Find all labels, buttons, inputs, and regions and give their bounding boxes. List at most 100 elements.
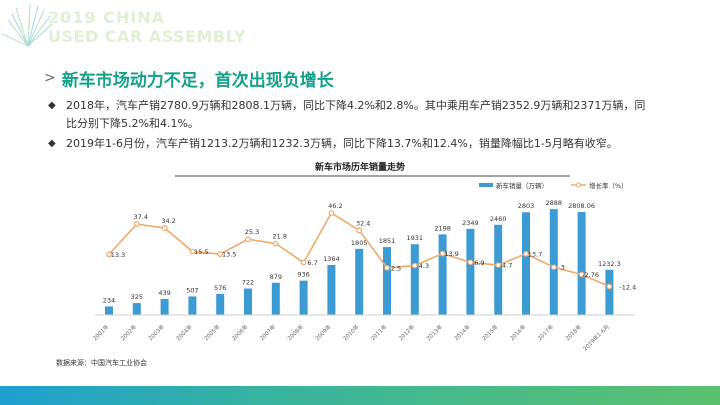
growth-point [495,262,502,268]
legend-bar-label: 新车销量（万辆） [496,181,548,190]
growth-value-label: 15.5 [194,248,208,256]
sales-bar [494,224,503,315]
x-tick-label: 2010年 [341,322,361,342]
growth-point [161,225,168,231]
title-row: > 新车市场动力不足，首次出现负增长 [44,66,334,91]
sales-bar [188,296,197,315]
growth-point [606,283,613,290]
growth-value-label: -12.4 [619,284,636,292]
sales-bar [522,212,530,315]
bar-value-label: 1364 [323,255,340,263]
bar-value-label: 879 [270,273,282,281]
bar-value-label: 2803 [518,202,535,210]
diamond-bullet-icon: ◆ [48,138,56,149]
legend: 新车销量（万辆） 增长率（%） [479,181,628,190]
sales-bar [466,228,475,315]
sales-bar [327,264,336,315]
sales-chart: 新车市场历年销量走势 新车销量（万辆） 增长率（%） 234 325 439 507 5… [91,161,636,353]
growth-point [272,240,279,247]
bar-value-label: 325 [131,293,143,301]
sales-bar [605,269,614,315]
x-tick-label: 2011年 [369,322,389,342]
x-tick-label: 2016年 [508,322,528,342]
bar-value-label: 1851 [379,237,396,245]
growth-point [217,251,224,257]
sales-bar [577,212,586,315]
growth-point [245,236,251,243]
sales-bar [549,209,558,315]
x-tick-label: 2019年1-6月 [581,323,611,353]
growth-point [106,251,112,258]
sales-bar [160,298,169,315]
x-tick-label: 2004年 [174,322,194,342]
brand-logo: 2019 CHINA USED CAR ASSEMBLY [0,0,260,50]
bar-value-label: 234 [103,296,115,304]
bullet-text: 2018年，汽车产销2780.9万辆和2808.1万辆，同比下降4.2%和2.8… [66,99,646,130]
sales-bar [355,248,364,315]
bar-value-label: 1931 [407,234,424,242]
bottom-decor-bar [0,386,720,405]
chart-title: 新车市场历年销量走势 [315,161,405,173]
sales-bar [438,234,447,315]
growth-value-label: 34.2 [161,217,175,225]
bar-value-label: 2808.06 [568,202,595,210]
growth-point [133,221,140,227]
growth-point [328,210,335,216]
growth-value-label: 6.9 [474,259,484,267]
growth-point [439,250,446,257]
x-tick-label: 2005年 [202,322,222,342]
growth-value-label: 32.4 [356,219,370,227]
bar-value-label: 2888 [546,199,563,207]
diamond-bullet-icon: ◆ [48,100,56,111]
legend-marker [576,182,581,188]
slide-title: 新车市场动力不足，首次出现负增长 [61,70,334,91]
sales-bar [216,293,225,315]
growth-value-label: 2.5 [391,264,401,272]
growth-value-label: 25.3 [245,228,259,236]
x-tick-label: 2009年 [313,322,333,342]
bar-value-label: 2198 [434,224,451,232]
bar-value-label: 722 [242,279,254,287]
growth-value-label: 13.9 [444,250,458,258]
x-tick-label: 2012年 [397,322,417,342]
growth-value-label: 21.8 [273,233,287,241]
bar-value-label: 507 [186,286,198,294]
brand-subtitle: USED CAR ASSEMBLY [48,27,246,46]
sales-bar [299,280,308,315]
x-tick-label: 2006年 [230,322,250,342]
sales-bar [132,303,141,315]
sales-bar [410,244,419,315]
bullet-text: 2019年1-6月份，汽车产销1213.2万辆和1232.3万辆，同比下降13.… [66,137,618,150]
legend-bar-swatch [479,183,493,187]
sales-bar [271,282,280,315]
bar-value-label: 1232.3 [598,260,621,268]
legend-line-label: 增长率（%） [589,181,628,190]
growth-point [411,262,418,269]
growth-point [384,264,390,271]
bar-value-label: 576 [214,284,226,292]
growth-value-label: -2.76 [582,271,599,279]
bar-value-label: 2349 [462,219,479,227]
bar-value-label: 2460 [490,215,507,223]
chevron-right-icon: > [44,70,56,86]
x-tick-label: 2002年 [119,322,139,342]
x-tick-label: 2001年 [91,322,111,342]
growth-point [550,264,557,271]
x-tick-label: 2013年 [425,322,445,342]
bar-value-label: 439 [158,289,170,297]
bar-value-label: 1805 [351,239,368,247]
growth-value-label: 3 [561,264,565,272]
sales-bar [105,306,113,315]
fireworks-icon [1,3,53,47]
sales-bar [383,247,391,315]
brand-title: 2019 CHINA [48,8,165,27]
x-tick-label: 2018年 [564,322,584,342]
growth-value-label: 4.3 [419,262,429,270]
growth-value-label: 13.7 [528,250,542,258]
growth-point [189,248,196,255]
x-tick-label: 2003年 [147,322,167,342]
sales-bar [244,288,252,315]
growth-value-label: 46.2 [328,202,342,210]
x-tick-label: 2007年 [258,322,278,342]
x-tick-label: 2008年 [286,322,306,342]
